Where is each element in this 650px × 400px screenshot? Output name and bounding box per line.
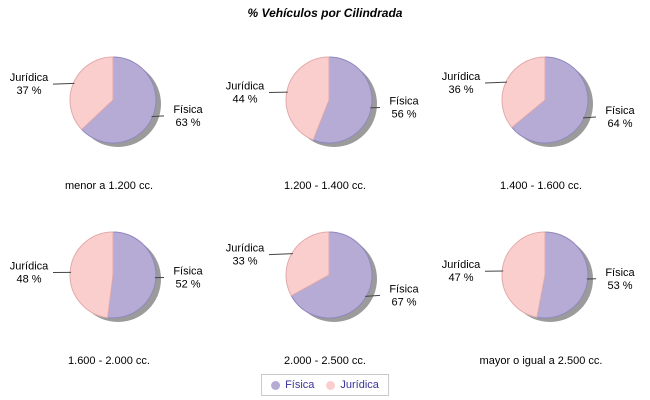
category-label: 1.400 - 1.600 cc. bbox=[500, 180, 582, 192]
leader-line bbox=[52, 82, 75, 85]
pie-svg: Física 52 % Jurídica 48 % bbox=[10, 231, 204, 322]
pie-svg: Física 56 % Jurídica 44 % bbox=[226, 56, 420, 147]
slice-label: Jurídica 33 % bbox=[226, 243, 265, 268]
pie-slice-fisica bbox=[290, 231, 373, 319]
legend: Física Jurídica bbox=[261, 374, 389, 396]
pie-row-bottom: Física 52 % Jurídica 48 % 1.600 - 2.000 cc.… bbox=[1, 205, 649, 380]
legend-marker-fisica-icon bbox=[271, 380, 281, 390]
slice-label: Física 52 % bbox=[173, 266, 203, 291]
legend-marker-juridica-icon bbox=[326, 380, 336, 390]
pie-slice-juridica bbox=[501, 231, 546, 318]
pie-svg: Física 53 % Jurídica 47 % bbox=[442, 231, 636, 322]
legend-item-juridica: Jurídica bbox=[326, 379, 379, 391]
leader-line bbox=[582, 116, 597, 119]
slice-label: Física 53 % bbox=[605, 267, 635, 292]
slice-label: Jurídica 36 % bbox=[442, 71, 481, 96]
category-label: 1.200 - 1.400 cc. bbox=[284, 180, 366, 192]
pie-chart-cell: Física 56 % Jurídica 44 % 1.200 - 1.400 cc. bbox=[217, 30, 433, 205]
pie-svg: Física 63 % Jurídica 37 % bbox=[10, 56, 204, 147]
legend-label: Física bbox=[285, 379, 315, 391]
category-label: menor a 1.200 cc. bbox=[64, 180, 154, 192]
slice-label: Física 67 % bbox=[389, 283, 419, 308]
leader-line bbox=[365, 294, 381, 297]
slice-label: Física 64 % bbox=[605, 105, 635, 130]
pie-slice-juridica bbox=[69, 231, 114, 319]
pie-chart-cell: Física 52 % Jurídica 48 % 1.600 - 2.000 cc. bbox=[1, 205, 217, 380]
leader-line bbox=[484, 81, 508, 84]
slice-label: Física 63 % bbox=[173, 104, 203, 129]
legend-label: Jurídica bbox=[340, 379, 379, 391]
pie-chart-cell: Física 67 % Jurídica 33 % 2.000 - 2.500 cc. bbox=[217, 205, 433, 380]
pie-chart-cell: Física 53 % Jurídica 47 % mayor o igual a 2… bbox=[433, 205, 649, 380]
slice-label: Jurídica 48 % bbox=[10, 260, 49, 285]
pie-row-top: Física 63 % Jurídica 37 % menor a 1.200 cc.… bbox=[1, 30, 649, 205]
slice-label: Física 56 % bbox=[389, 96, 419, 121]
chart-title: % Vehículos por Cilindrada bbox=[247, 6, 403, 20]
pie-svg: Física 64 % Jurídica 36 % bbox=[442, 56, 636, 147]
slice-label: Jurídica 47 % bbox=[442, 259, 481, 284]
slice-label: Jurídica 37 % bbox=[10, 72, 49, 97]
category-label: mayor o igual a 2.500 cc. bbox=[479, 355, 603, 367]
category-label: 1.600 - 2.000 cc. bbox=[68, 355, 150, 367]
legend-item-fisica: Física bbox=[271, 379, 314, 391]
pie-svg: Física 67 % Jurídica 33 % bbox=[226, 231, 420, 322]
pie-chart-cell: Física 63 % Jurídica 37 % menor a 1.200 cc. bbox=[1, 30, 217, 205]
category-label: 2.000 - 2.500 cc. bbox=[284, 355, 366, 367]
leader-line bbox=[151, 115, 165, 118]
slice-label: Jurídica 44 % bbox=[226, 81, 265, 106]
leader-line bbox=[268, 253, 293, 256]
pie-chart-cell: Física 64 % Jurídica 36 % 1.400 - 1.600 cc. bbox=[433, 30, 649, 205]
